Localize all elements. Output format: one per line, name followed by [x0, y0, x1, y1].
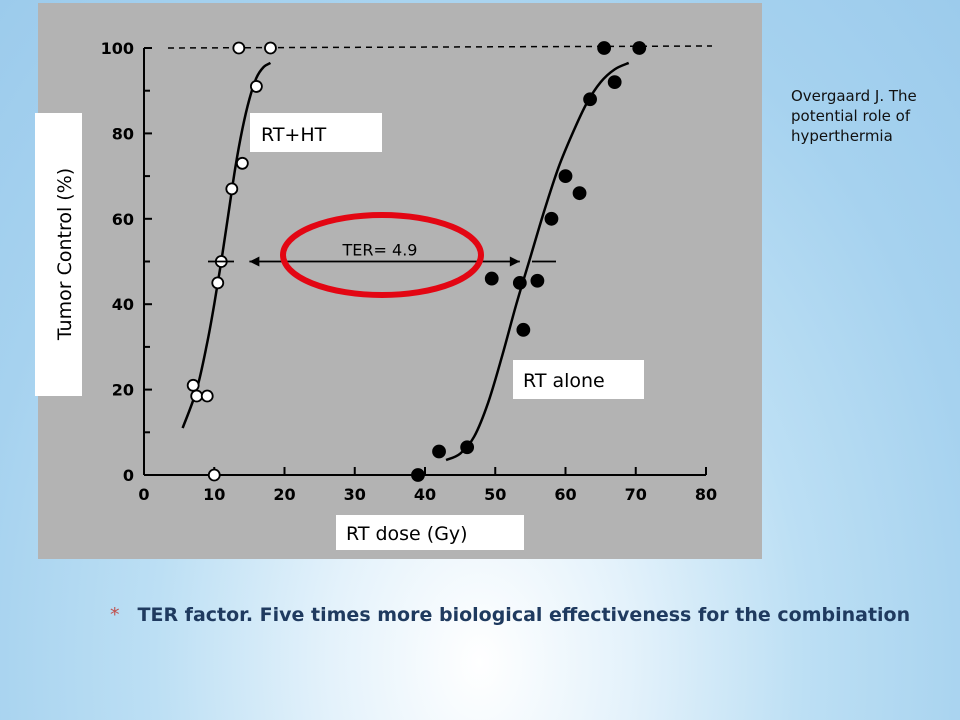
- series-label-box: [513, 360, 644, 399]
- y-tick-label: 40: [112, 295, 134, 314]
- x-axis-label: RT dose (Gy): [346, 523, 468, 545]
- y-tick-label: 60: [112, 210, 134, 229]
- citation-line: hyperthermia: [791, 127, 893, 145]
- ter-arrowhead-right: [509, 256, 520, 267]
- citation-line: Overgaard J. The: [791, 87, 917, 105]
- fit-curve-rt-alone: [445, 61, 630, 462]
- data-point-rt-ht: [186, 378, 200, 392]
- citation-line: potential role of: [791, 107, 911, 125]
- data-point-rt-alone: [632, 41, 647, 55]
- data-point-rt-ht: [249, 80, 263, 93]
- data-point-rt-alone: [583, 92, 597, 107]
- data-point-rt-ht: [190, 389, 204, 403]
- reference-line-100: [167, 45, 713, 49]
- data-point-rt-ht: [264, 41, 277, 55]
- slide-caption: * TER factor. Five times more biological …: [110, 604, 950, 626]
- data-point-rt-alone: [597, 41, 612, 55]
- ter-label: TER= 4.9: [342, 241, 418, 260]
- y-tick-label: 100: [101, 39, 134, 58]
- y-tick-label: 80: [112, 124, 134, 143]
- data-point-rt-alone: [530, 273, 545, 288]
- caption-bullet: *: [110, 604, 120, 626]
- data-point-rt-alone: [460, 440, 475, 455]
- ter-arrowhead-left: [249, 256, 260, 267]
- y-tick-label: 0: [123, 466, 134, 485]
- data-point-rt-ht: [211, 276, 225, 290]
- data-point-rt-ht: [225, 182, 239, 196]
- y-tick-label: 20: [112, 381, 134, 400]
- x-tick-label: 10: [203, 485, 225, 504]
- data-point-rt-ht: [232, 41, 246, 55]
- data-point-rt-alone: [516, 322, 531, 337]
- data-point-rt-ht: [235, 156, 249, 170]
- data-point-rt-ht: [207, 468, 221, 482]
- y-axis-label-box: [35, 113, 82, 396]
- x-tick-label: 50: [484, 485, 506, 504]
- x-tick-label: 0: [138, 485, 149, 504]
- x-axis-label-box: [336, 515, 524, 550]
- x-tick-label: 60: [554, 485, 576, 504]
- series-label-rt-ht: RT+HT: [261, 124, 327, 146]
- data-point-rt-alone: [544, 211, 559, 226]
- data-point-rt-ht: [200, 389, 214, 403]
- caption-text: TER factor. Five times more biological e…: [137, 604, 911, 626]
- series-label-box: [250, 113, 382, 152]
- x-tick-label: 70: [625, 485, 647, 504]
- highlight-ellipse: [280, 212, 484, 298]
- x-tick-label: 80: [695, 485, 717, 504]
- x-tick-label: 30: [344, 485, 366, 504]
- data-point-rt-alone: [512, 275, 527, 290]
- y-axis-label: Tumor Control (%): [54, 168, 76, 341]
- data-point-rt-alone: [607, 75, 622, 90]
- series-label-rt-alone: RT alone: [523, 370, 605, 392]
- x-tick-label: 40: [414, 485, 436, 504]
- data-point-rt-alone: [558, 169, 573, 184]
- data-point-rt-alone: [572, 186, 587, 201]
- data-point-rt-alone: [432, 444, 446, 459]
- data-point-rt-alone: [411, 468, 425, 482]
- data-point-rt-alone: [484, 271, 499, 286]
- x-tick-label: 20: [273, 485, 295, 504]
- plot-panel: [38, 3, 762, 559]
- citation: Overgaard J. The potential role of hyper…: [791, 86, 951, 146]
